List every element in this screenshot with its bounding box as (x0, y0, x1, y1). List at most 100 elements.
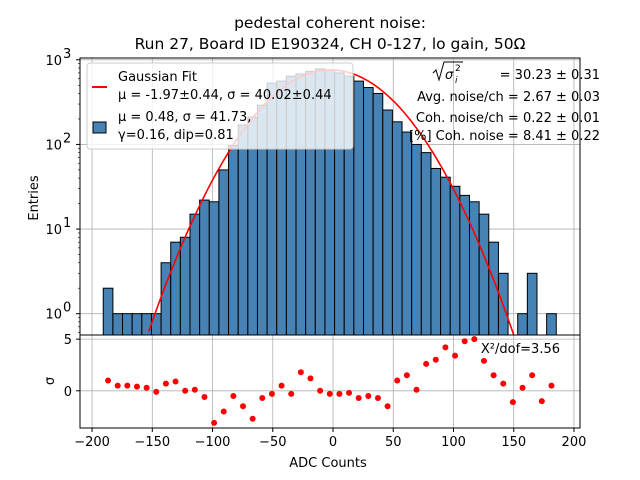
residual-point (394, 377, 401, 384)
legend-fit-label-line2: μ = -1.97±0.44, σ = 40.02±0.44 (118, 88, 332, 103)
residual-point (162, 380, 169, 387)
top-y-axis-label: Entries (27, 175, 42, 221)
residual-point (480, 357, 487, 364)
residual-point (105, 377, 112, 384)
residual-point (191, 386, 198, 393)
histogram-bar (430, 167, 442, 336)
residual-point (442, 344, 449, 351)
residual-point (249, 415, 256, 422)
residual-point (288, 390, 295, 397)
x-tick-label: 0 (329, 435, 337, 450)
residual-point (500, 380, 507, 387)
histogram-bar (199, 199, 210, 336)
histogram-bar (247, 116, 258, 336)
sigma-i-symbol: σ (445, 68, 454, 83)
residual-point (240, 403, 247, 410)
residual-point (365, 392, 372, 399)
residual-point (201, 394, 208, 400)
x-tick-label: 100 (441, 435, 466, 450)
residual-point (490, 372, 497, 379)
histogram-bar (420, 152, 432, 336)
bottom-x-ticks: −200 −150 −100 −50 0 50 100 150 200 (74, 428, 586, 450)
residual-point (346, 389, 353, 396)
histogram-bar (141, 313, 152, 336)
bottom-y-axis-label: σ (43, 377, 58, 385)
histogram-bar (440, 176, 451, 336)
top-y-tick-exponent: 0 (63, 301, 71, 316)
stats-annotations: σ 2 i = 30.23 ± 0.31 Avg. noise/ch = 2.6… (409, 61, 600, 144)
residual-point (529, 372, 536, 379)
bottom-y-tick-label: 0 (64, 385, 72, 400)
top-y-tick-exponent: 2 (63, 131, 71, 146)
histogram-bar (391, 121, 403, 336)
x-tick-label: 200 (562, 435, 587, 450)
legend-fit-label-line1: Gaussian Fit (118, 70, 197, 85)
bottom-y-ticks: 05 (64, 333, 80, 400)
top-y-tick-exponent: 1 (63, 216, 71, 231)
legend: Gaussian Fit μ = -1.97±0.44, σ = 40.02±0… (86, 62, 354, 150)
legend-box (86, 62, 354, 150)
residual-point (336, 390, 343, 397)
sqrt-symbol (432, 61, 463, 82)
histogram-bar (411, 143, 422, 336)
histogram-bar (237, 124, 249, 336)
x-tick-label: −150 (134, 435, 170, 450)
sigma-i-subscript: i (455, 76, 458, 86)
chart-title-line2: Run 27, Board ID E190324, CH 0-127, lo g… (135, 35, 526, 53)
histogram-bar (179, 236, 191, 336)
residual-point (403, 372, 410, 379)
histogram-bar (218, 169, 230, 336)
residual-point (230, 392, 237, 399)
residual-point (133, 383, 140, 390)
top-y-tick-exponent: 3 (63, 47, 71, 62)
avg-noise-annotation: Avg. noise/ch = 2.67 ± 0.03 (417, 90, 600, 105)
x-axis-label: ADC Counts (289, 456, 367, 471)
top-y-tick-label: 10 (45, 308, 62, 323)
histogram-bar (401, 131, 413, 336)
histogram-bar (112, 313, 124, 336)
histogram-bar (449, 185, 461, 336)
residual-point (432, 356, 439, 363)
residual-point (538, 398, 545, 405)
histogram-bar (150, 313, 162, 336)
residual-point (509, 399, 516, 406)
histogram-bar (362, 87, 374, 336)
histogram-bar (208, 201, 220, 336)
residual-point (307, 375, 314, 382)
residual-point (297, 369, 304, 376)
histogram-bar (131, 313, 143, 336)
histogram-bar (372, 92, 384, 336)
histogram-bar (526, 272, 538, 336)
histogram-bar (122, 313, 133, 336)
residual-point (326, 390, 333, 397)
sigma-i-superscript: 2 (455, 64, 461, 74)
histogram-bar (170, 241, 181, 336)
histogram-bar (228, 145, 239, 336)
bottom-y-tick-label: 5 (64, 333, 72, 348)
residual-point (384, 403, 391, 410)
residual-point (413, 386, 420, 393)
bottom-axes-frame (79, 334, 581, 429)
residual-point (259, 395, 266, 402)
residual-point (374, 395, 381, 402)
histogram-bar (353, 80, 364, 336)
residual-point (182, 387, 189, 394)
top-y-tick-label: 10 (45, 138, 62, 153)
histogram-bars (102, 68, 557, 336)
histogram-bar (478, 213, 490, 336)
histogram-bar (382, 109, 393, 336)
residual-point (172, 378, 179, 385)
residual-point (471, 336, 478, 343)
residual-points (105, 336, 555, 426)
histogram-bar (546, 313, 557, 336)
residual-point (278, 382, 285, 389)
top-y-tick-label: 10 (45, 54, 62, 69)
residual-point (143, 384, 150, 391)
residual-point (124, 382, 131, 389)
x-tick-label: −100 (195, 435, 231, 450)
x-tick-label: 50 (385, 435, 402, 450)
residual-point (461, 338, 468, 345)
sigma-i-value: = 30.23 ± 0.31 (500, 68, 600, 83)
